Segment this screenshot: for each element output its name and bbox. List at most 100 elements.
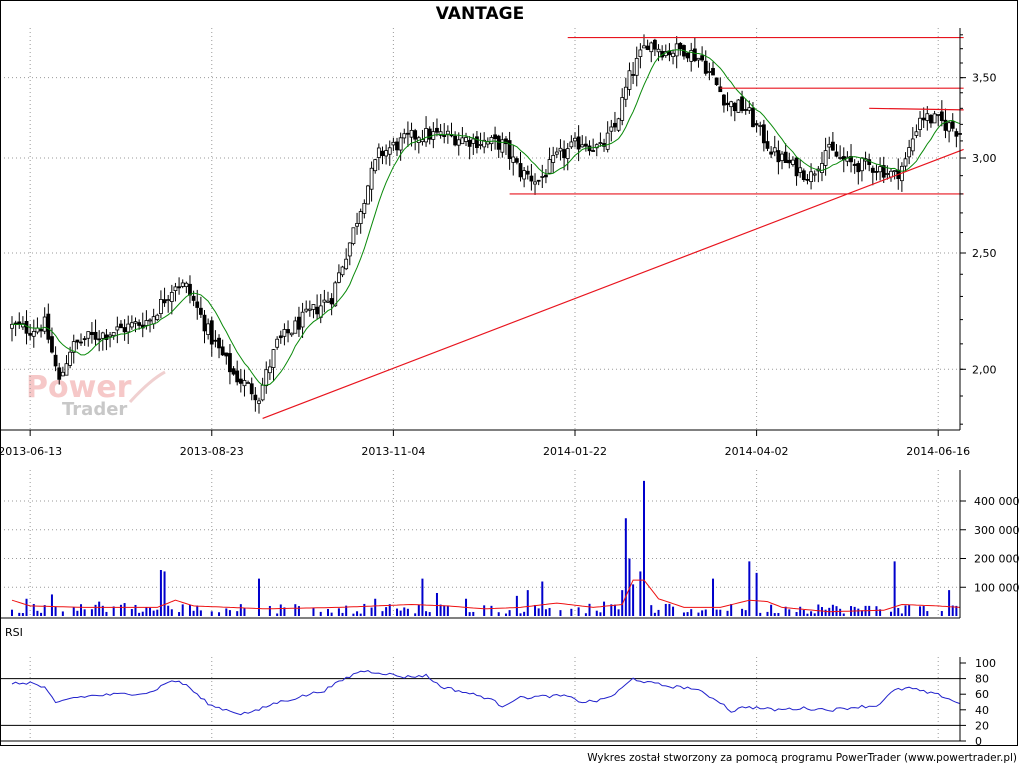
volume-bar <box>610 604 613 616</box>
candle-body <box>645 45 650 50</box>
candle-body <box>547 159 552 174</box>
rsi-tick-label: 80 <box>975 673 989 686</box>
volume-bar <box>523 611 526 616</box>
candle-body <box>442 135 447 137</box>
candle-body <box>344 258 349 270</box>
candle-body <box>525 170 530 175</box>
candle-body <box>50 336 54 353</box>
candle-body <box>812 173 817 176</box>
volume-bar <box>327 609 329 616</box>
volume-bar <box>370 607 373 616</box>
candle-body <box>409 129 414 138</box>
candle-body <box>122 327 127 333</box>
candle-body <box>217 337 221 349</box>
volume-bar <box>403 607 406 616</box>
candle-body <box>75 339 80 343</box>
candle-body <box>703 60 708 74</box>
volume-bar <box>922 606 925 616</box>
candle-body <box>228 353 232 373</box>
watermark-word-trader: Trader <box>62 399 127 420</box>
candle-body <box>511 156 516 163</box>
candle-body <box>39 329 43 332</box>
candle-body <box>413 130 418 140</box>
candle-body <box>369 167 374 190</box>
candle-body <box>707 71 712 73</box>
candle-body <box>64 363 69 376</box>
volume-bar <box>839 608 842 616</box>
candle-body <box>696 57 701 61</box>
volume-bar <box>443 605 446 616</box>
rsi-tick-label: 100 <box>975 657 996 670</box>
volume-bar <box>374 598 377 616</box>
candle-body <box>522 170 527 180</box>
volume-panel <box>11 480 961 616</box>
volume-bar <box>54 606 57 616</box>
candle-body <box>740 96 744 111</box>
volume-bar <box>668 603 671 616</box>
candle-body <box>195 301 200 308</box>
candle-body <box>504 138 508 145</box>
candle-body <box>253 394 258 401</box>
volume-bar <box>802 610 805 616</box>
candle-body <box>809 171 813 183</box>
volume-bar <box>548 607 551 616</box>
volume-bar <box>704 609 707 616</box>
candle-body <box>758 125 763 127</box>
volume-bar <box>559 610 562 616</box>
candle-body <box>761 124 766 144</box>
candle-body <box>315 306 320 315</box>
candle-body <box>569 141 574 148</box>
volume-bar <box>690 609 693 616</box>
price-panel <box>10 34 964 419</box>
candle-body <box>605 132 610 150</box>
candle-body <box>551 154 556 163</box>
candle-body <box>289 332 294 336</box>
axes: 2,00 2,50 3,00 3,50 2013-06-13 2013-08-23 2013… <box>0 0 1020 748</box>
horizontal-level-line <box>869 107 964 111</box>
candle-body <box>395 141 399 151</box>
volume-bar <box>810 611 813 616</box>
volume-bar <box>18 612 21 616</box>
footer-credit: Wykres został stworzony za pomocą progra… <box>587 752 1017 764</box>
volume-bar <box>951 605 954 616</box>
candle-body <box>129 322 134 328</box>
candle-body <box>224 352 229 357</box>
candle-body <box>711 68 715 76</box>
volume-bar <box>210 611 213 616</box>
candle-body <box>108 334 112 338</box>
candle-body <box>518 163 523 178</box>
candle-body <box>878 166 882 173</box>
volume-bar <box>159 570 162 616</box>
volume-bar <box>940 611 943 616</box>
candle-body <box>870 167 875 173</box>
candle-body <box>925 113 930 121</box>
candle-body <box>627 70 632 90</box>
candle-body <box>166 299 171 301</box>
volume-bar <box>741 608 744 616</box>
candle-body <box>42 316 47 332</box>
candle-body <box>435 127 439 133</box>
volume-bar <box>799 606 802 616</box>
volume-average-line <box>11 579 961 613</box>
candle-body <box>718 86 723 93</box>
volume-bar <box>283 607 286 616</box>
candle-body <box>97 338 102 341</box>
candle-body <box>798 167 803 173</box>
volume-bar <box>650 605 653 616</box>
candle-body <box>489 137 494 145</box>
volume-bar <box>613 604 616 616</box>
volume-bar <box>657 609 660 616</box>
candle-body <box>28 333 33 336</box>
volume-bar <box>112 606 115 616</box>
candle-body <box>874 171 879 173</box>
candle-body <box>100 332 105 339</box>
candle-body <box>714 77 719 86</box>
candle-body <box>46 313 51 340</box>
volume-bar <box>145 607 148 616</box>
volume-bar <box>900 613 903 616</box>
volume-bar <box>541 581 544 616</box>
candle-body <box>820 163 824 174</box>
volume-bar <box>134 604 137 616</box>
candle-body <box>540 176 545 178</box>
volume-bar <box>770 604 773 616</box>
